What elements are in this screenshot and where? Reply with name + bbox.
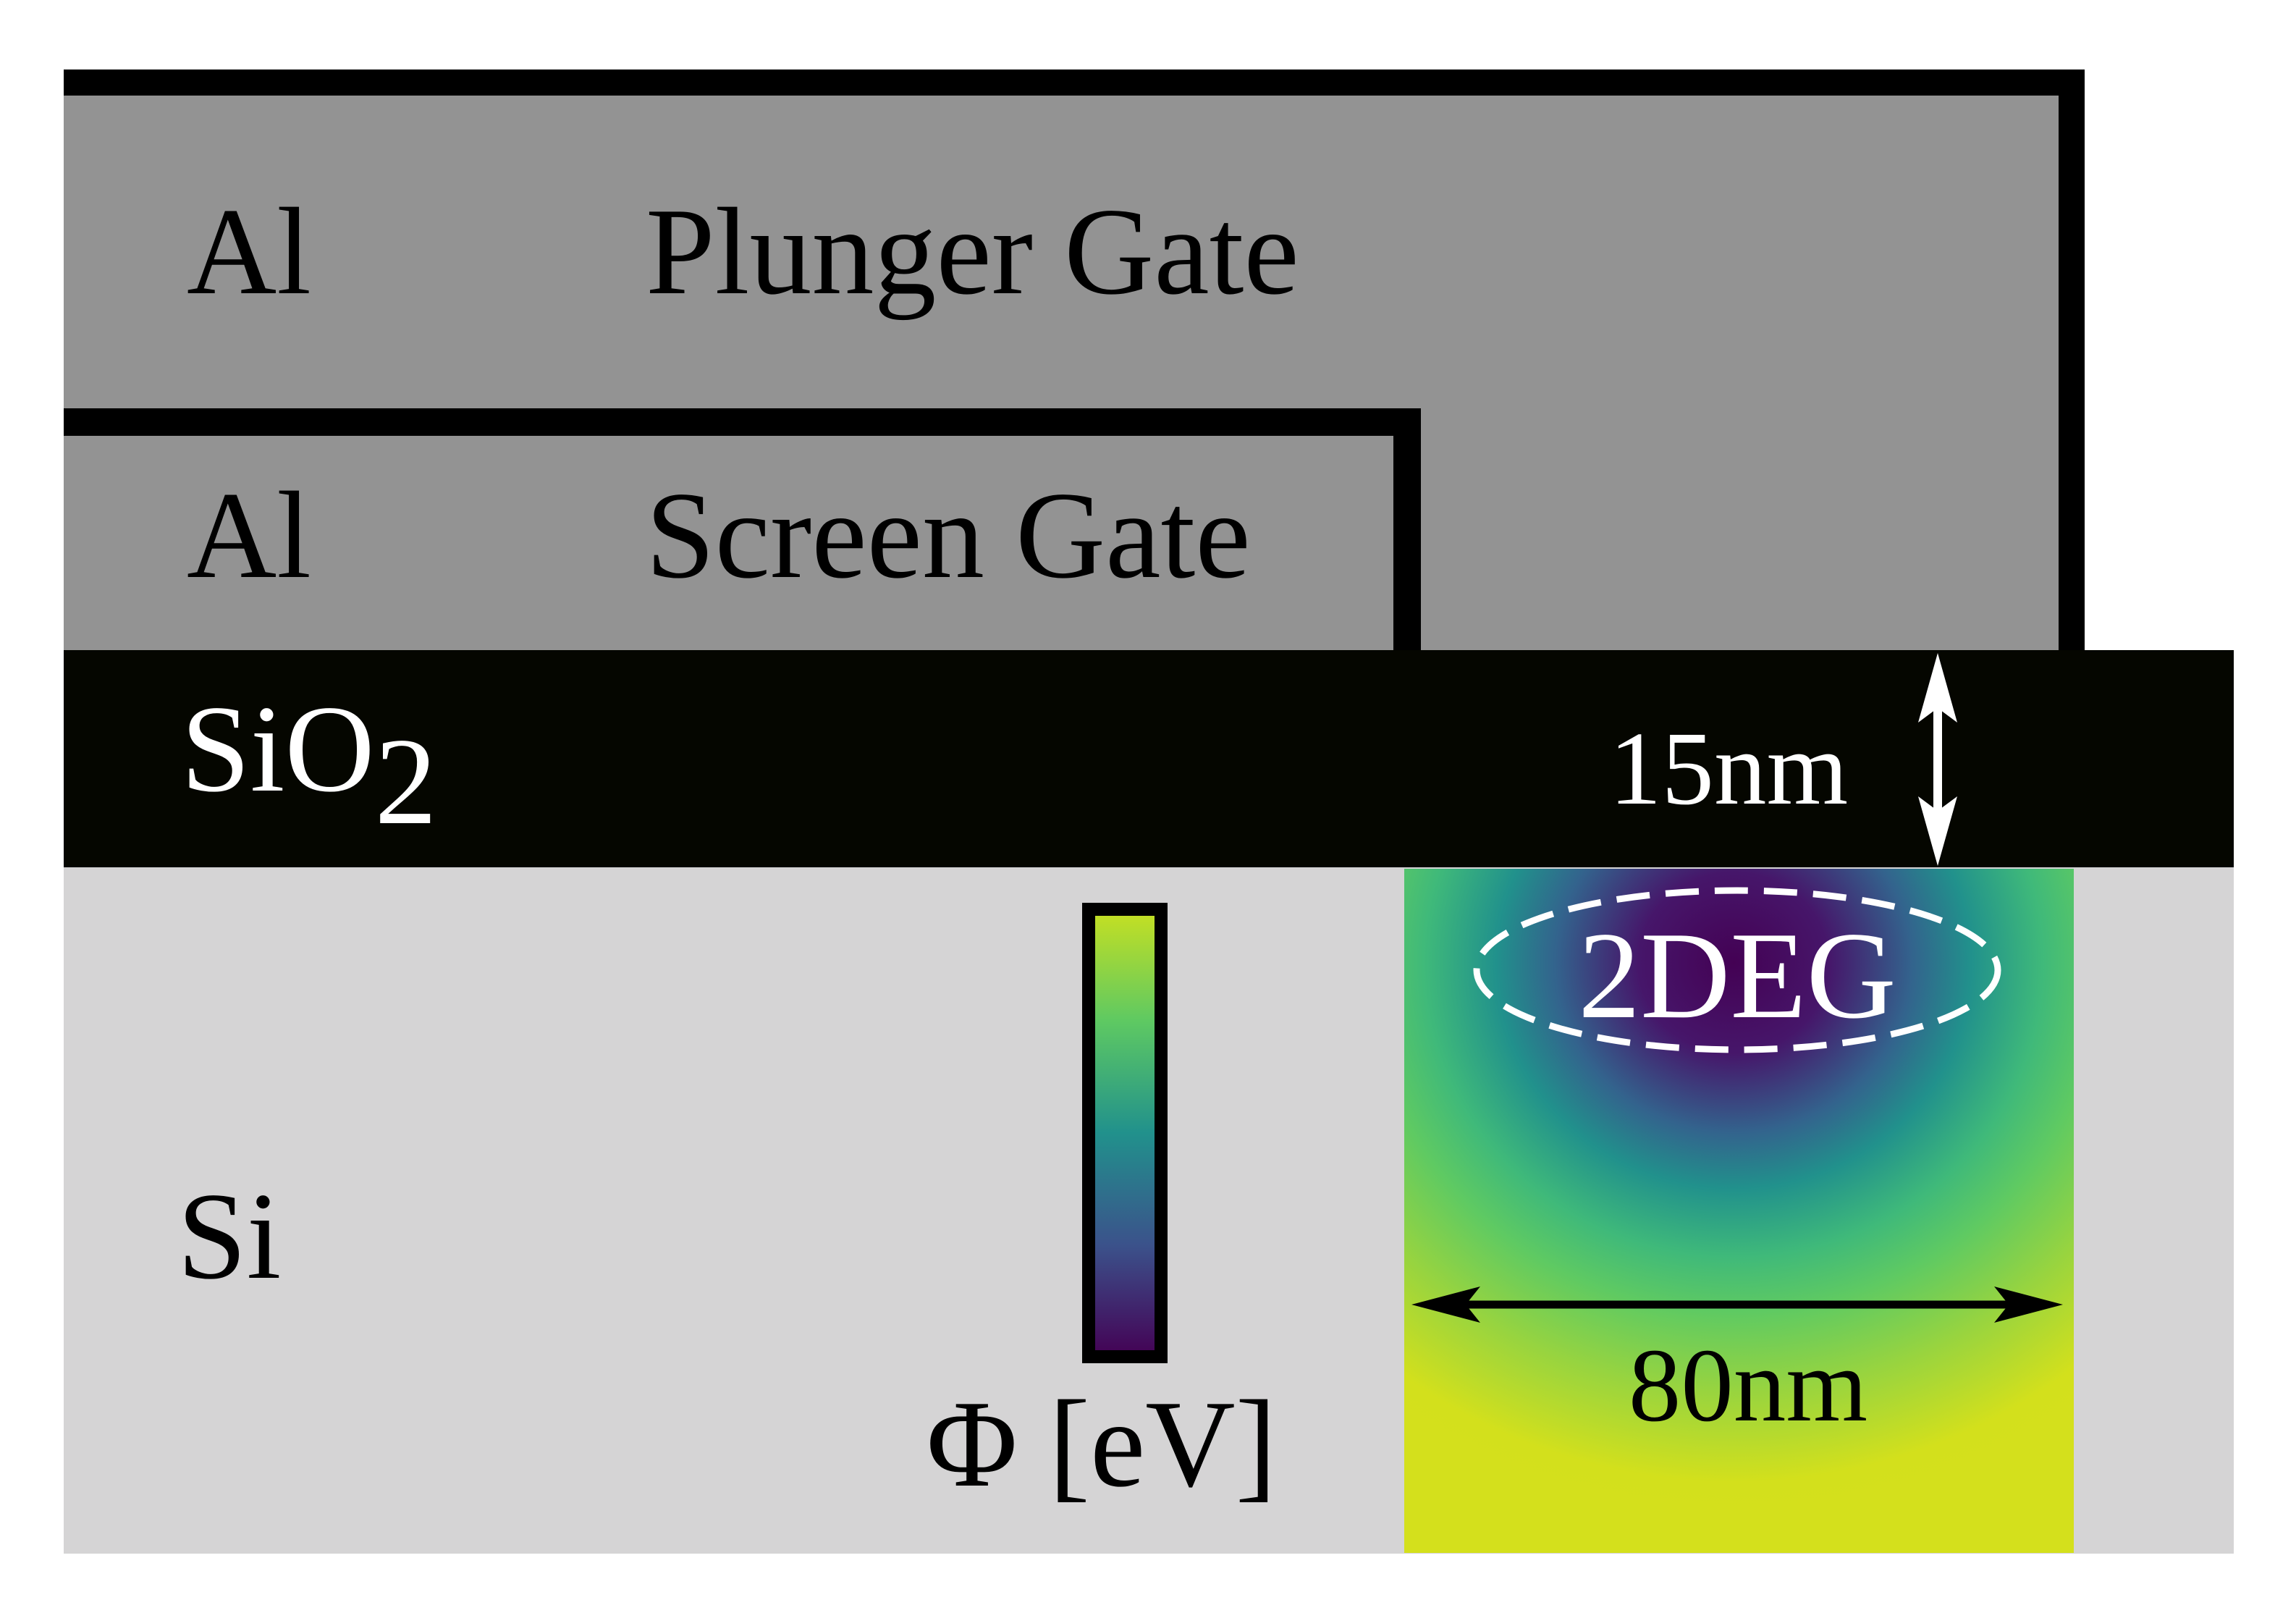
width-arrow xyxy=(1411,1286,2063,1323)
si-label: Si xyxy=(177,1168,281,1305)
screen-gate xyxy=(64,422,1407,651)
2deg-label: 2DEG xyxy=(1578,907,1896,1045)
screen-gate-outline xyxy=(64,408,1421,650)
screen-gate-name-label: Screen Gate xyxy=(646,467,1251,605)
2deg-outline xyxy=(1473,887,2001,1053)
oxide-thickness-label: 15nm xyxy=(1609,711,1848,827)
width-label: 80nm xyxy=(1629,1328,1867,1444)
sio2-label-base: SiO xyxy=(181,681,375,818)
colorbar-label: Φ [eV] xyxy=(927,1376,1277,1513)
potential-colorbar xyxy=(1082,903,1168,1363)
plunger-gate-name-label: Plunger Gate xyxy=(646,183,1299,321)
sio2-label-subscript: 2 xyxy=(375,713,437,851)
sio2-label: SiO2 xyxy=(181,681,437,851)
sio2-layer xyxy=(64,650,2234,867)
plunger-gate xyxy=(64,83,2072,650)
screen-gate-material-label: Al xyxy=(187,467,311,605)
plunger-gate-material-label: Al xyxy=(187,183,311,321)
oxide-thickness-arrow xyxy=(1918,653,1957,866)
plunger-gate-outline xyxy=(64,70,2085,650)
potential-map xyxy=(1404,869,2074,1553)
